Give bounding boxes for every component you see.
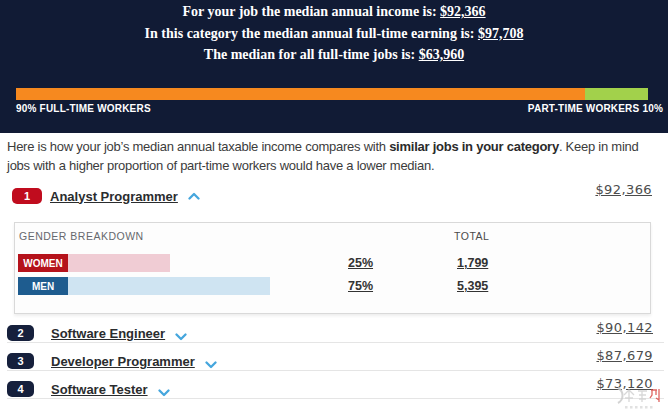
women-percent: 25% [348, 256, 373, 270]
job-title-link[interactable]: Analyst Programmer [50, 189, 178, 204]
parttime-bar-segment [585, 88, 648, 100]
women-bar [68, 254, 170, 272]
fulltime-parttime-bar [16, 88, 648, 100]
banner-lines: For your job the median annual income is… [0, 0, 668, 66]
job-row-developer-programmer: 3 Developer Programmer $87,679 [7, 343, 664, 371]
job-title-link[interactable]: Software Engineer [51, 326, 165, 341]
total-column-header: TOTAL [454, 230, 489, 242]
parttime-label: PART-TIME WORKERS 10% [528, 103, 663, 114]
median-income-value: $92,366 [440, 4, 486, 19]
intro-paragraph: Here is how your job’s median annual tax… [7, 137, 654, 175]
gender-breakdown-panel: GENDER BREAKDOWN TOTAL WOMEN 25% 1,799 M… [14, 222, 651, 314]
men-percent: 75% [348, 279, 373, 293]
rank-badge: 1 [12, 188, 42, 204]
job-median-value: $87,679 [596, 348, 653, 363]
job-row-analyst-programmer: 1 Analyst Programmer $92,366 [12, 184, 652, 208]
chevron-down-icon[interactable] [205, 360, 217, 369]
job-median-value: $92,366 [595, 182, 652, 197]
job-title-link[interactable]: Software Tester [51, 382, 148, 397]
banner-line-3: The median for all full-time jobs is: $6… [0, 44, 668, 66]
men-label: MEN [18, 277, 68, 295]
summary-banner: For your job the median annual income is… [0, 0, 668, 133]
chevron-down-icon[interactable] [175, 332, 187, 341]
all-jobs-median-value: $63,960 [419, 47, 465, 62]
fulltime-bar-segment [16, 88, 585, 100]
gender-breakdown-heading: GENDER BREAKDOWN [19, 230, 144, 242]
job-row-software-engineer: 2 Software Engineer $90,142 [7, 315, 664, 343]
banner-line-2: In this category the median annual full-… [0, 23, 668, 45]
chevron-up-icon[interactable] [188, 192, 200, 201]
men-bar [68, 277, 270, 295]
category-median-value: $97,708 [478, 26, 524, 41]
women-row: WOMEN 25% 1,799 [18, 254, 170, 272]
chevron-down-icon[interactable] [158, 388, 170, 397]
rank-badge: 2 [7, 325, 34, 341]
fulltime-label: 90% FULL-TIME WORKERS [16, 103, 151, 114]
banner-line-1: For your job the median annual income is… [0, 1, 668, 23]
rank-badge: 3 [7, 353, 34, 369]
men-total: 5,395 [457, 279, 488, 293]
rank-badge: 4 [7, 381, 34, 397]
women-label: WOMEN [18, 254, 68, 272]
comparison-section: Here is how your job’s median annual tax… [0, 137, 668, 399]
men-row: MEN 75% 5,395 [18, 277, 270, 295]
job-title-link[interactable]: Developer Programmer [51, 354, 195, 369]
watermark-logo [611, 385, 663, 409]
job-list: 2 Software Engineer $90,142 3 Developer … [7, 315, 664, 399]
job-median-value: $90,142 [596, 320, 653, 335]
bar-labels: 90% FULL-TIME WORKERS PART-TIME WORKERS … [16, 103, 663, 114]
job-row-software-tester: 4 Software Tester $73,120 [7, 371, 664, 399]
women-total: 1,799 [457, 256, 488, 270]
